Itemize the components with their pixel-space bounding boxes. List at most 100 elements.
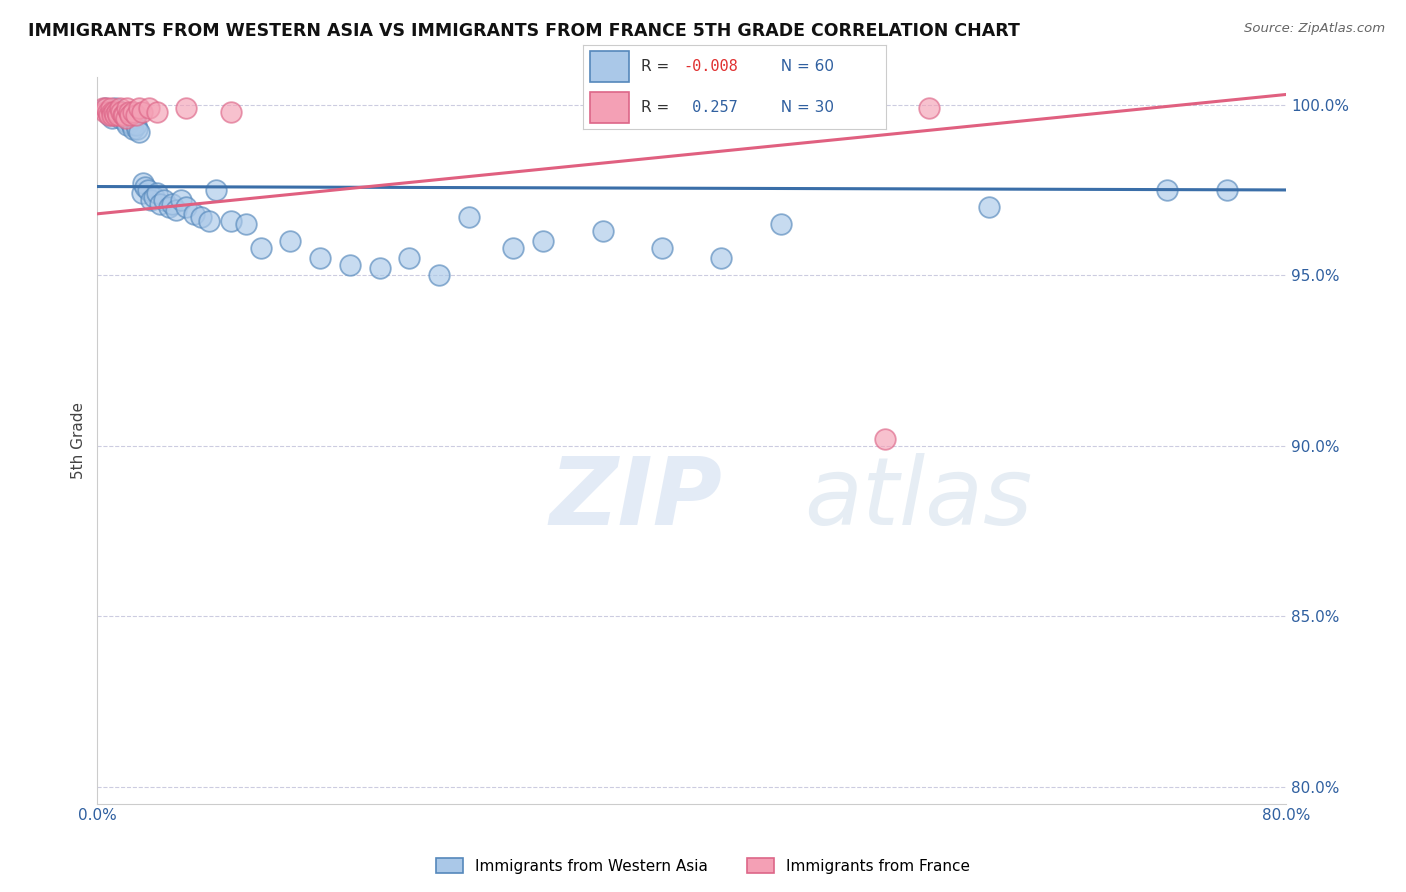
- Point: [769, 217, 792, 231]
- Point: [873, 432, 896, 446]
- Point: [108, 112, 131, 126]
- Point: [105, 108, 128, 122]
- Point: [115, 101, 138, 115]
- Text: R =: R =: [641, 100, 673, 115]
- Point: [398, 251, 420, 265]
- Point: [169, 193, 191, 207]
- Point: [309, 251, 332, 265]
- Legend: Immigrants from Western Asia, Immigrants from France: Immigrants from Western Asia, Immigrants…: [430, 852, 976, 880]
- Point: [112, 108, 135, 122]
- Point: [710, 251, 733, 265]
- FancyBboxPatch shape: [589, 92, 628, 122]
- Point: [101, 104, 124, 119]
- Point: [97, 104, 120, 119]
- Point: [146, 186, 169, 201]
- Point: [121, 118, 143, 132]
- Point: [96, 101, 118, 115]
- Point: [132, 176, 155, 190]
- Point: [128, 125, 150, 139]
- Point: [1156, 183, 1178, 197]
- Point: [122, 104, 145, 119]
- Point: [176, 101, 198, 115]
- Point: [125, 108, 148, 122]
- Point: [112, 112, 135, 126]
- Point: [368, 261, 391, 276]
- Point: [114, 112, 136, 126]
- Point: [165, 203, 187, 218]
- Point: [124, 112, 146, 126]
- Point: [153, 193, 176, 207]
- Point: [101, 104, 124, 119]
- Point: [280, 234, 302, 248]
- Point: [108, 101, 131, 115]
- Point: [427, 268, 450, 282]
- Point: [457, 211, 479, 225]
- Point: [131, 186, 153, 201]
- Point: [115, 112, 138, 126]
- Point: [103, 104, 125, 119]
- Text: R =: R =: [641, 59, 673, 74]
- Point: [651, 241, 673, 255]
- Point: [502, 241, 524, 255]
- Point: [94, 104, 117, 119]
- Point: [98, 108, 121, 122]
- Point: [219, 104, 242, 119]
- Point: [131, 104, 153, 119]
- Point: [531, 234, 554, 248]
- Point: [104, 108, 127, 122]
- Text: -0.008: -0.008: [683, 59, 738, 74]
- Point: [977, 200, 1000, 214]
- Point: [118, 108, 141, 122]
- Point: [1215, 183, 1237, 197]
- Point: [219, 213, 242, 227]
- Point: [918, 101, 941, 115]
- Point: [176, 200, 198, 214]
- Y-axis label: 5th Grade: 5th Grade: [72, 402, 86, 479]
- Point: [136, 183, 159, 197]
- Point: [134, 179, 156, 194]
- Point: [111, 108, 134, 122]
- Point: [127, 121, 149, 136]
- Point: [105, 104, 128, 119]
- Point: [104, 101, 127, 115]
- Point: [592, 224, 614, 238]
- Point: [149, 196, 172, 211]
- Point: [235, 217, 257, 231]
- Text: ZIP: ZIP: [548, 452, 721, 545]
- Point: [110, 108, 132, 122]
- Point: [114, 115, 136, 129]
- Point: [190, 211, 212, 225]
- FancyBboxPatch shape: [589, 52, 628, 82]
- Point: [117, 104, 139, 119]
- Point: [339, 258, 361, 272]
- Point: [128, 101, 150, 115]
- Point: [101, 108, 124, 122]
- Text: N = 60: N = 60: [770, 59, 834, 74]
- Point: [139, 193, 162, 207]
- Text: 0.257: 0.257: [683, 100, 738, 115]
- Point: [160, 196, 183, 211]
- Point: [107, 108, 129, 122]
- Point: [142, 190, 165, 204]
- Point: [146, 104, 169, 119]
- Point: [97, 104, 120, 119]
- Text: N = 30: N = 30: [770, 100, 834, 115]
- Text: IMMIGRANTS FROM WESTERN ASIA VS IMMIGRANTS FROM FRANCE 5TH GRADE CORRELATION CHA: IMMIGRANTS FROM WESTERN ASIA VS IMMIGRAN…: [28, 22, 1019, 40]
- Point: [118, 115, 141, 129]
- Point: [101, 112, 124, 126]
- Point: [249, 241, 271, 255]
- Point: [111, 108, 134, 122]
- Point: [91, 101, 114, 115]
- Point: [125, 118, 148, 132]
- Point: [100, 101, 122, 115]
- Point: [98, 108, 121, 122]
- Text: Source: ZipAtlas.com: Source: ZipAtlas.com: [1244, 22, 1385, 36]
- Point: [115, 118, 138, 132]
- Point: [197, 213, 219, 227]
- Text: atlas: atlas: [804, 453, 1033, 544]
- Point: [117, 108, 139, 122]
- Point: [94, 101, 117, 115]
- Point: [122, 121, 145, 136]
- Point: [205, 183, 228, 197]
- Point: [138, 101, 160, 115]
